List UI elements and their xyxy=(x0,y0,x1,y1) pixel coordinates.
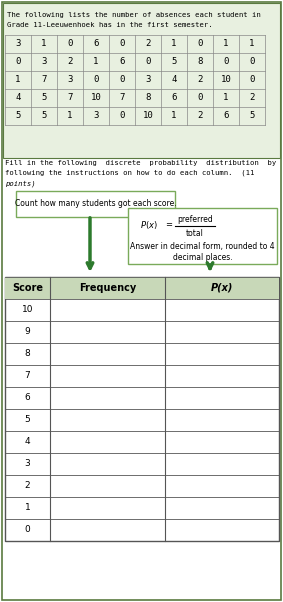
Text: 10: 10 xyxy=(22,305,33,314)
Text: 5: 5 xyxy=(15,111,21,120)
Text: 0: 0 xyxy=(197,40,203,49)
Text: 1: 1 xyxy=(15,75,21,84)
Text: P(x): P(x) xyxy=(211,283,233,293)
Text: The following lists the number of absences each student in: The following lists the number of absenc… xyxy=(7,12,261,18)
Text: 0: 0 xyxy=(223,58,229,66)
Text: 7: 7 xyxy=(119,93,125,102)
Text: 0: 0 xyxy=(119,75,125,84)
Text: 1: 1 xyxy=(249,40,255,49)
Text: 7: 7 xyxy=(25,371,30,380)
FancyBboxPatch shape xyxy=(128,208,277,264)
FancyBboxPatch shape xyxy=(2,2,281,600)
Text: 0: 0 xyxy=(93,75,99,84)
Text: Frequency: Frequency xyxy=(79,283,136,293)
Text: 1: 1 xyxy=(41,40,47,49)
Text: 0: 0 xyxy=(119,111,125,120)
Text: 0: 0 xyxy=(197,93,203,102)
Text: 0: 0 xyxy=(145,58,151,66)
Text: 4: 4 xyxy=(15,93,21,102)
Bar xyxy=(5,277,279,299)
Text: points): points) xyxy=(5,180,36,187)
Text: 3: 3 xyxy=(93,111,99,120)
Text: Fill in the following  discrete  probability  distribution  by: Fill in the following discrete probabili… xyxy=(5,160,276,166)
Text: 3: 3 xyxy=(25,459,30,468)
Text: 10: 10 xyxy=(91,93,101,102)
Text: 7: 7 xyxy=(41,75,47,84)
FancyBboxPatch shape xyxy=(16,191,175,217)
Text: 8: 8 xyxy=(25,350,30,359)
Text: $P(x)$: $P(x)$ xyxy=(140,219,158,231)
Text: 7: 7 xyxy=(67,93,73,102)
Text: 3: 3 xyxy=(41,58,47,66)
Text: Score: Score xyxy=(12,283,43,293)
Text: 9: 9 xyxy=(25,327,30,337)
Text: 1: 1 xyxy=(171,111,177,120)
Text: 6: 6 xyxy=(171,93,177,102)
Text: Count how many students got each score.: Count how many students got each score. xyxy=(15,199,176,208)
Bar xyxy=(5,277,279,299)
Text: 10: 10 xyxy=(143,111,153,120)
Text: 3: 3 xyxy=(145,75,151,84)
Text: 4: 4 xyxy=(25,438,30,447)
Text: 8: 8 xyxy=(145,93,151,102)
Text: 2: 2 xyxy=(67,58,73,66)
FancyBboxPatch shape xyxy=(3,3,280,158)
Text: =: = xyxy=(165,220,172,229)
Text: 2: 2 xyxy=(25,482,30,491)
Text: 2: 2 xyxy=(197,111,203,120)
Text: 6: 6 xyxy=(223,111,229,120)
Text: 6: 6 xyxy=(119,58,125,66)
Text: 0: 0 xyxy=(249,58,255,66)
Text: 4: 4 xyxy=(171,75,177,84)
Text: 8: 8 xyxy=(197,58,203,66)
Text: following the instructions on how to do each column.  (11: following the instructions on how to do … xyxy=(5,170,254,176)
Text: 0: 0 xyxy=(67,40,73,49)
Text: 3: 3 xyxy=(67,75,73,84)
Text: preferred: preferred xyxy=(177,216,213,225)
Text: total: total xyxy=(186,229,204,238)
Text: 1: 1 xyxy=(93,58,99,66)
Text: 5: 5 xyxy=(249,111,255,120)
Text: 0: 0 xyxy=(15,58,21,66)
Text: 2: 2 xyxy=(197,75,203,84)
Text: 1: 1 xyxy=(67,111,73,120)
Text: 1: 1 xyxy=(25,503,30,512)
Text: 1: 1 xyxy=(171,40,177,49)
Text: 1: 1 xyxy=(223,40,229,49)
Text: 2: 2 xyxy=(249,93,255,102)
Text: Answer in decimal form, rounded to 4: Answer in decimal form, rounded to 4 xyxy=(130,243,275,252)
Text: 5: 5 xyxy=(41,111,47,120)
Bar xyxy=(5,277,279,541)
Text: 6: 6 xyxy=(93,40,99,49)
Text: 5: 5 xyxy=(25,415,30,424)
Text: 3: 3 xyxy=(15,40,21,49)
Text: 6: 6 xyxy=(25,394,30,403)
Text: 0: 0 xyxy=(249,75,255,84)
Text: 2: 2 xyxy=(145,40,151,49)
Text: 1: 1 xyxy=(223,93,229,102)
Text: Grade 11-Leeuwenhoek has in the first semester.: Grade 11-Leeuwenhoek has in the first se… xyxy=(7,22,213,28)
Text: 5: 5 xyxy=(41,93,47,102)
Text: 0: 0 xyxy=(25,526,30,535)
Text: 5: 5 xyxy=(171,58,177,66)
Text: 0: 0 xyxy=(119,40,125,49)
Text: 10: 10 xyxy=(221,75,231,84)
Text: decimal places.: decimal places. xyxy=(173,252,232,261)
